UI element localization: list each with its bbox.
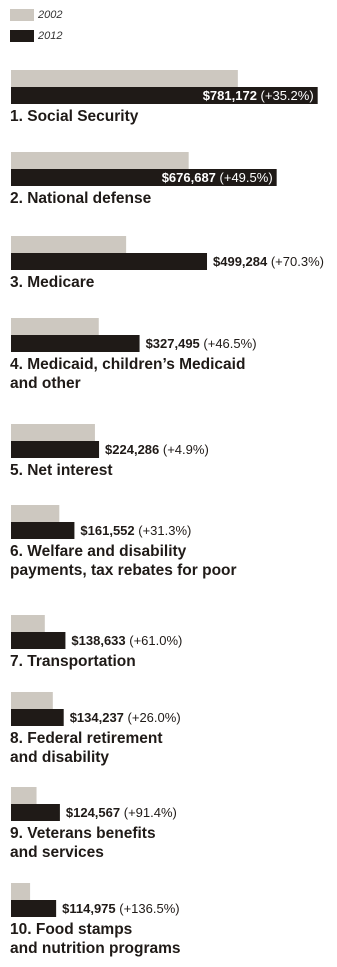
bar-2012 xyxy=(11,709,64,726)
value-amount: $676,687 xyxy=(162,170,220,185)
bar-2002 xyxy=(11,505,60,522)
bar-2012 xyxy=(11,441,100,458)
category-label: 5. Net interest xyxy=(10,462,113,479)
value-change: (+61.0%) xyxy=(129,633,182,648)
value-change: (+136.5%) xyxy=(119,901,179,916)
value-amount: $114,975 xyxy=(62,901,119,916)
category-label: 10. Food stamps xyxy=(10,921,132,938)
bar-2002 xyxy=(11,692,53,709)
value-change: (+91.4%) xyxy=(124,805,177,820)
category-label: and nutrition programs xyxy=(10,940,181,957)
category-label: 9. Veterans benefits xyxy=(10,825,156,842)
value-label: $114,975 (+136.5%) xyxy=(62,901,179,916)
value-change: (+4.9%) xyxy=(163,442,209,457)
bar-2012 xyxy=(11,253,208,270)
value-amount: $781,172 xyxy=(203,88,261,103)
category-label: 8. Federal retirement xyxy=(10,730,162,747)
category-label: payments, tax rebates for poor xyxy=(10,562,237,579)
bar-2002 xyxy=(11,318,99,335)
legend-item-2012: 2012 xyxy=(10,30,62,42)
category-label: 6. Welfare and disability xyxy=(10,543,187,560)
bar-2002 xyxy=(11,787,37,804)
category-label: and disability xyxy=(10,749,109,766)
bar-2002 xyxy=(11,236,127,253)
value-label: $327,495 (+46.5%) xyxy=(146,336,257,351)
category-label: 1. Social Security xyxy=(10,108,139,125)
value-label: $499,284 (+70.3%) xyxy=(213,254,324,269)
value-change: (+46.5%) xyxy=(203,336,256,351)
bar-2012 xyxy=(11,335,140,352)
bar-2002 xyxy=(11,424,95,441)
value-label: $224,286 (+4.9%) xyxy=(105,442,209,457)
value-amount: $161,552 xyxy=(80,523,138,538)
value-change: (+35.2%) xyxy=(261,88,314,103)
value-change: (+70.3%) xyxy=(271,254,324,269)
value-label: $676,687 (+49.5%) xyxy=(162,170,273,185)
value-change: (+26.0%) xyxy=(128,710,181,725)
legend-item-2002: 2002 xyxy=(10,9,62,21)
value-label: $161,552 (+31.3%) xyxy=(80,523,191,538)
legend-label-2012: 2012 xyxy=(38,30,63,42)
bar-2012 xyxy=(11,632,66,649)
legend-label-2002: 2002 xyxy=(38,9,63,21)
bar-2012 xyxy=(11,900,57,917)
bar-2012 xyxy=(11,804,60,821)
legend-swatch-2012 xyxy=(10,30,34,42)
bar-2012 xyxy=(11,169,277,186)
value-label: $781,172 (+35.2%) xyxy=(203,88,314,103)
value-label: $124,567 (+91.4%) xyxy=(66,805,177,820)
category-label: 2. National defense xyxy=(10,190,152,207)
bar-2012 xyxy=(11,522,75,539)
bar-2002 xyxy=(11,615,45,632)
value-amount: $327,495 xyxy=(146,336,204,351)
category-label: 4. Medicaid, children’s Medicaid xyxy=(10,356,245,373)
value-change: (+49.5%) xyxy=(220,170,273,185)
bar-2002 xyxy=(11,883,31,900)
value-amount: $124,567 xyxy=(66,805,124,820)
legend-swatch-2002 xyxy=(10,9,34,21)
value-label: $134,237 (+26.0%) xyxy=(70,710,181,725)
value-amount: $499,284 xyxy=(213,254,271,269)
value-amount: $134,237 xyxy=(70,710,128,725)
bar-2002 xyxy=(11,70,238,87)
bar-2012 xyxy=(11,87,318,104)
value-amount: $224,286 xyxy=(105,442,163,457)
category-label: and services xyxy=(10,844,104,861)
bar-2002 xyxy=(11,152,189,169)
category-label: and other xyxy=(10,375,81,392)
category-label: 3. Medicare xyxy=(10,274,95,291)
value-label: $138,633 (+61.0%) xyxy=(71,633,182,648)
value-amount: $138,633 xyxy=(71,633,129,648)
value-change: (+31.3%) xyxy=(138,523,191,538)
category-label: 7. Transportation xyxy=(10,653,136,670)
